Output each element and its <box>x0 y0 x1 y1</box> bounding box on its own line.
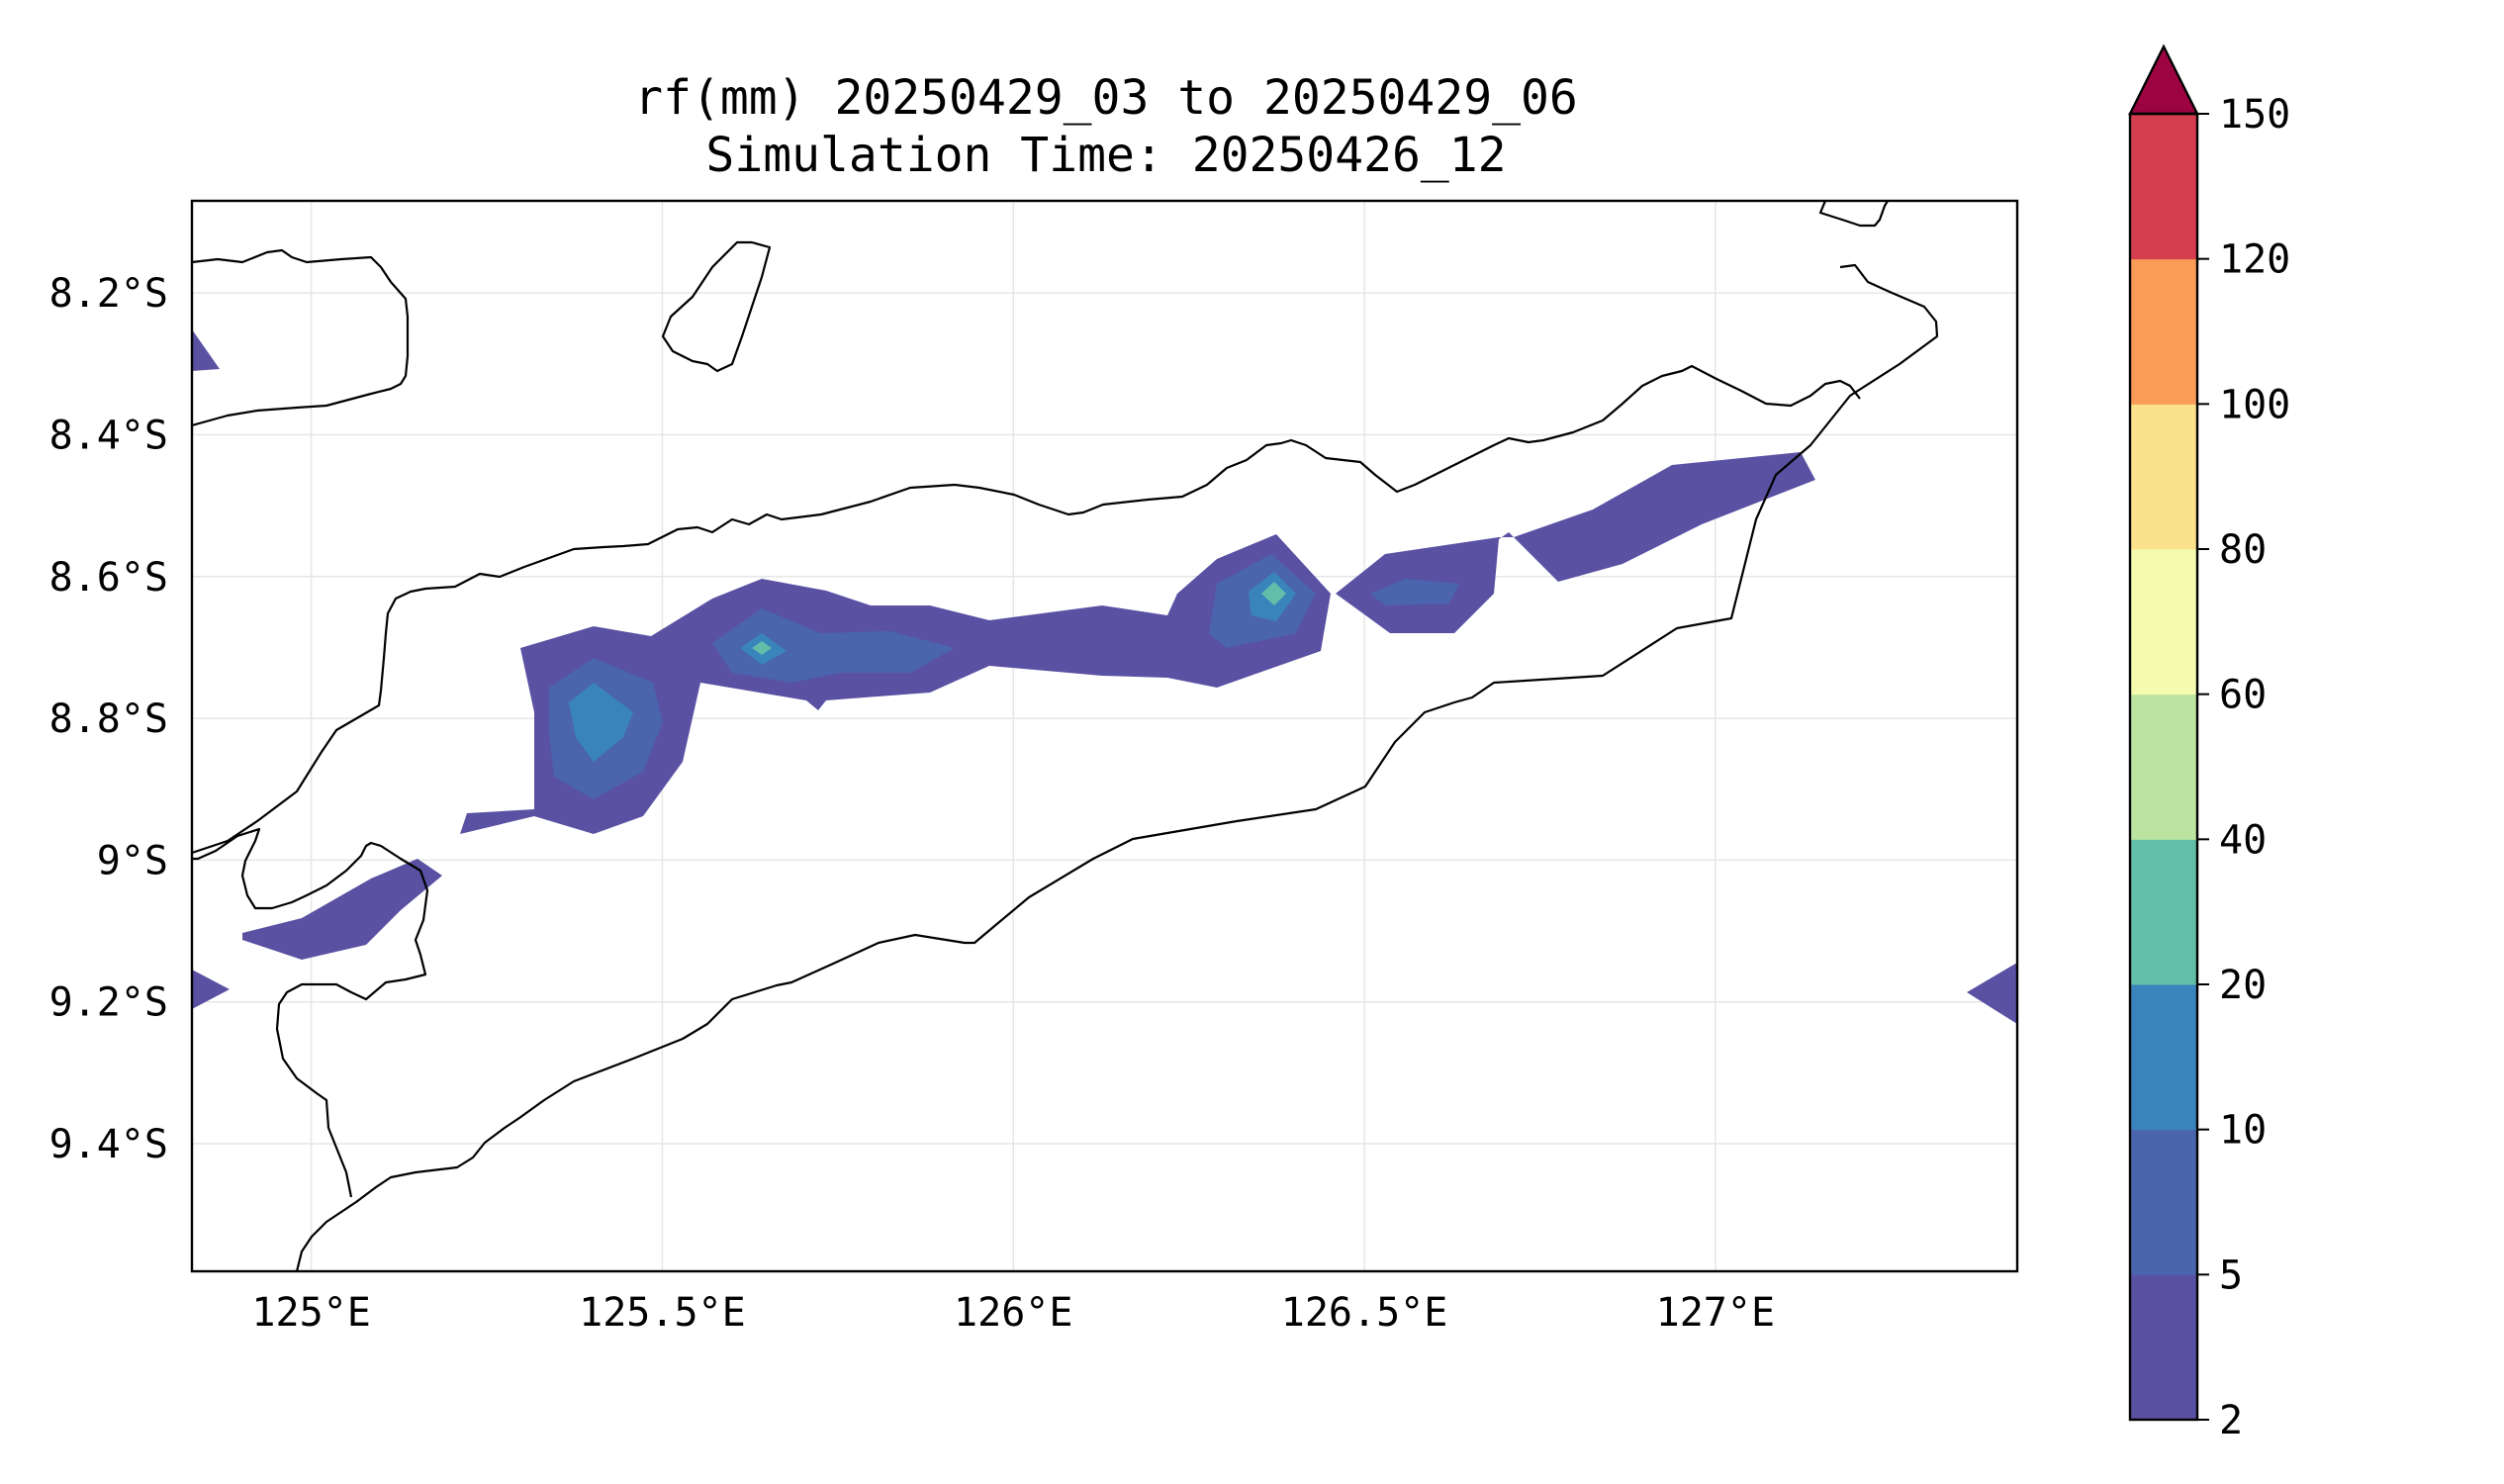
map-frame <box>190 199 2019 1273</box>
rain-patch-west-edge-upper <box>192 329 220 371</box>
rain-patch-southwest <box>242 859 442 960</box>
colorbar-tick-label: 20 <box>2219 963 2267 1008</box>
colorbar-segment <box>2130 549 2197 696</box>
latitude-tick-labels: 8.2°S 8.4°S 8.6°S 8.8°S 9°S 9.2°S 9.4°S <box>49 271 168 1167</box>
colorbar-tick-label: 10 <box>2219 1108 2267 1154</box>
rain-patch-5-10-b <box>712 608 955 683</box>
colorbar-extend-arrow <box>2128 44 2199 116</box>
map-background <box>192 201 2017 1271</box>
map-title-line2: Simulation Time: 20250426_12 <box>705 128 1506 183</box>
colorbar: 2 5 10 20 40 60 80 100 120 150 <box>2128 44 2290 1443</box>
coastlines <box>192 201 1939 1271</box>
colorbar-frame <box>2128 112 2199 1422</box>
colorbar-segment <box>2130 114 2197 260</box>
rainfall-band-20-40 <box>752 582 1286 655</box>
longitude-tick-labels: 125°E 125.5°E 126°E 126.5°E 127°E <box>251 1290 1775 1336</box>
colorbar-tick-label: 80 <box>2219 527 2267 573</box>
x-tick-label: 126°E <box>954 1290 1072 1336</box>
colorbar-tick-label: 150 <box>2219 92 2290 138</box>
x-tick-label: 127°E <box>1656 1290 1775 1336</box>
colorbar-segment <box>2130 1129 2197 1275</box>
rain-patch-main <box>460 534 1331 834</box>
colorbar-segment <box>2130 1274 2197 1421</box>
rain-patch-east-edge <box>1967 963 2017 1024</box>
rain-patch-west-edge-lower <box>192 970 230 1009</box>
coastline-timor-north-main <box>192 364 1861 855</box>
colorbar-segment <box>2130 839 2197 985</box>
y-tick-label: 9.2°S <box>49 980 168 1026</box>
coastline-wetar-west <box>192 248 410 427</box>
coastline-timor-north <box>192 827 429 1198</box>
y-tick-label: 8.2°S <box>49 271 168 317</box>
colorbar-tick-label: 2 <box>2219 1398 2243 1443</box>
colorbar-tick-label: 40 <box>2219 817 2267 863</box>
y-tick-label: 8.8°S <box>49 696 168 742</box>
x-tick-label: 126.5°E <box>1281 1290 1448 1336</box>
colorbar-segment <box>2130 404 2197 550</box>
colorbar-tick-label: 100 <box>2219 382 2290 427</box>
y-tick-label: 9.4°S <box>49 1122 168 1167</box>
colorbar-tick-label: 120 <box>2219 237 2290 283</box>
rain-patch-5-10-d <box>1370 579 1459 605</box>
x-tick-label: 125°E <box>251 1290 370 1336</box>
colorbar-tick-label: 60 <box>2219 673 2267 718</box>
coastline-timor <box>295 263 1939 1271</box>
coastline-wetar-east <box>1818 201 1889 228</box>
map-title-line1: rf(mm) 20250429_03 to 20250429_06 <box>634 70 1578 126</box>
rain-patch-20-40-b <box>752 641 772 655</box>
rain-patch-10-20-a <box>569 683 633 762</box>
y-tick-label: 8.6°S <box>49 555 168 601</box>
colorbar-segment <box>2130 694 2197 840</box>
coastline-atauro <box>661 240 772 373</box>
gridlines <box>192 201 2017 1271</box>
y-tick-label: 9°S <box>97 838 168 883</box>
colorbar-segment <box>2130 258 2197 405</box>
colorbar-tick-label: 5 <box>2219 1252 2243 1298</box>
x-tick-label: 125.5°E <box>579 1290 746 1336</box>
map-panel: 125°E 125.5°E 126°E 126.5°E 127°E 8.2°S 8.4°S… <box>49 199 2019 1336</box>
colorbar-segment <box>2130 984 2197 1131</box>
rain-patch-20-40-a <box>1261 582 1286 605</box>
y-tick-label: 8.4°S <box>49 413 168 458</box>
